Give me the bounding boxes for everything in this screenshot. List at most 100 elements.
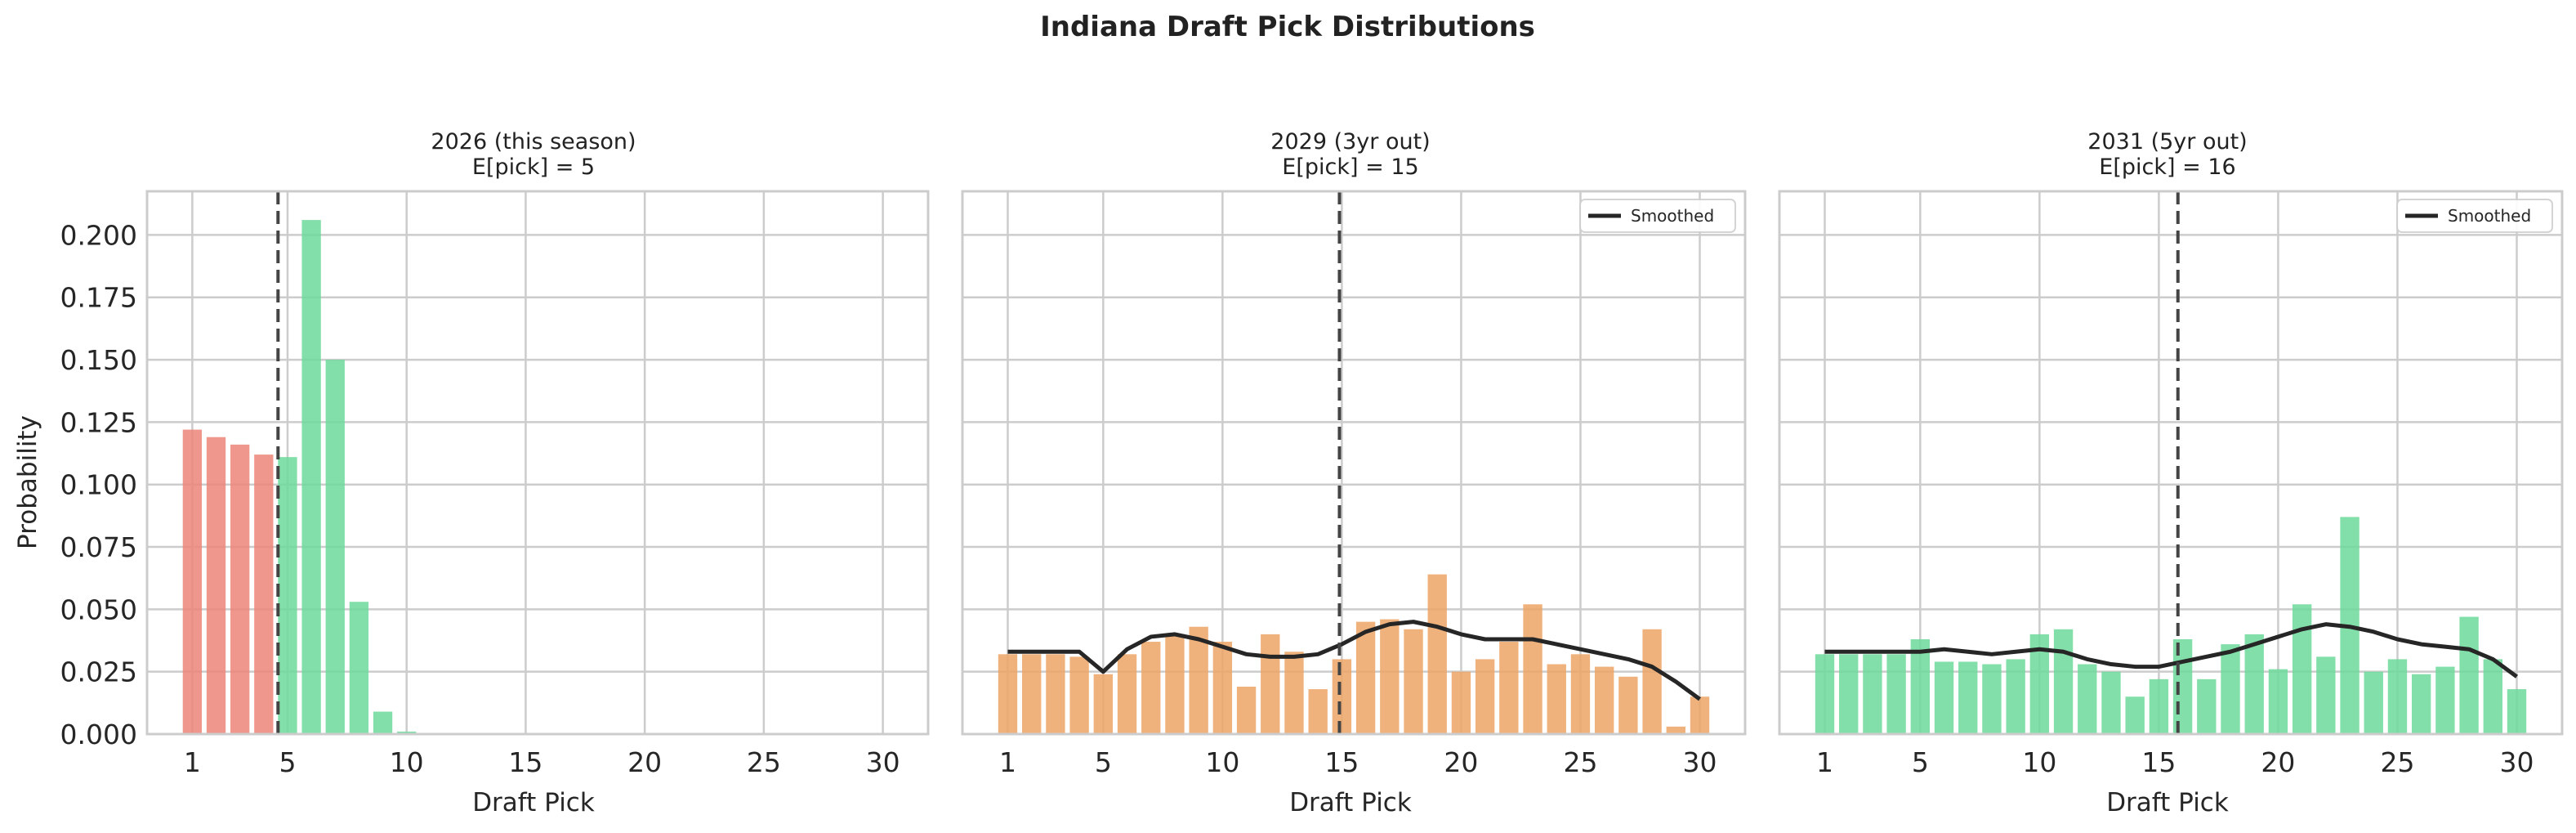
bar (2125, 696, 2145, 734)
x-tick-label: 25 (747, 746, 781, 778)
y-tick-label: 0.025 (60, 656, 137, 688)
bar (1690, 696, 1710, 734)
bar (1547, 664, 1566, 734)
bar (2221, 644, 2240, 734)
bar (1642, 629, 1662, 734)
x-tick-label: 1 (184, 746, 201, 778)
y-tick-label: 0.175 (60, 282, 137, 314)
x-tick-label: 25 (1563, 746, 1597, 778)
bar (1451, 671, 1471, 734)
bar (2435, 666, 2455, 734)
bar (2197, 678, 2217, 734)
bar (1236, 686, 1257, 734)
bar (1261, 634, 1280, 734)
bar (1308, 689, 1328, 734)
smoothed-line (1007, 620, 1701, 701)
bar (2244, 634, 2264, 734)
bar (301, 220, 321, 734)
y-tick-label: 0.150 (60, 344, 137, 376)
bar (998, 654, 1018, 734)
plot-area: 1 5 10 15 20 25 300.0000.0250.0500.0750.1000.1… (60, 190, 930, 778)
x-tick-label: 30 (2500, 746, 2534, 778)
bar (2006, 659, 2025, 734)
x-axis-label: Draft Pick (1289, 788, 1412, 817)
bar (325, 360, 345, 734)
bar (1594, 666, 1614, 734)
bar (254, 455, 274, 734)
bar (2316, 656, 2336, 734)
bar (1666, 726, 1685, 734)
x-tick-label: 1 (1816, 746, 1833, 778)
bar (1839, 654, 1859, 734)
bar (182, 429, 203, 734)
smoothed-line (1824, 622, 2518, 678)
bar (1093, 674, 1114, 734)
bar (1618, 676, 1638, 734)
x-tick-label: 5 (1095, 746, 1112, 778)
bar (1982, 664, 2002, 734)
bar (206, 437, 226, 734)
bar (1910, 638, 1931, 734)
x-tick-label: 10 (2022, 746, 2056, 778)
y-tick-label: 0.050 (60, 593, 137, 625)
bar (373, 711, 393, 734)
x-tick-label: 30 (866, 746, 900, 778)
figure-title: Indiana Draft Pick Distributions (1040, 11, 1535, 43)
x-tick-label: 1 (999, 746, 1016, 778)
bar (1475, 659, 1495, 734)
bar (1815, 654, 1835, 734)
panel-title: 2031 (5yr out) (2087, 129, 2247, 155)
bar (1117, 654, 1137, 734)
x-tick-label: 20 (627, 746, 662, 778)
panel-subtitle: E[pick] = 5 (472, 155, 595, 180)
x-axis-label: Draft Pick (472, 788, 595, 817)
y-tick-label: 0.100 (60, 469, 137, 501)
legend-label: Smoothed (1631, 206, 1714, 226)
bar (1046, 654, 1065, 734)
bar (2149, 678, 2169, 734)
legend: Smoothed (2396, 199, 2553, 233)
x-tick-label: 10 (390, 746, 424, 778)
axes-frame (1778, 190, 2564, 736)
panel-title: 2029 (3yr out) (1270, 129, 1430, 155)
bar (1404, 629, 1423, 734)
x-tick-label: 5 (279, 746, 296, 778)
x-axis-label: Draft Pick (2106, 788, 2229, 817)
bar (230, 444, 250, 734)
legend-box (1579, 199, 1736, 233)
y-axis-label: Probability (13, 415, 42, 549)
bar (1570, 654, 1591, 734)
bar (1934, 661, 1954, 734)
legend: Smoothed (1579, 199, 1736, 233)
x-tick-label: 20 (2261, 746, 2295, 778)
bar (1523, 604, 1542, 734)
bar (1212, 642, 1233, 734)
bar (2411, 674, 2431, 734)
bar (2483, 659, 2502, 734)
x-tick-label: 20 (1444, 746, 1478, 778)
bar (1189, 626, 1208, 734)
bar (1380, 619, 1400, 734)
bar (2268, 669, 2288, 734)
bar (278, 457, 297, 734)
bar (2507, 689, 2527, 734)
bar (1022, 654, 1042, 734)
panel-2031: 2031 (5yr out) E[pick] = 16 Draft Pick 1… (1778, 129, 2564, 817)
panel-subtitle: E[pick] = 15 (1282, 155, 1418, 180)
bar (1355, 621, 1376, 734)
bar (1332, 659, 1352, 734)
bar (1141, 642, 1161, 734)
bar (397, 731, 417, 734)
bar (1499, 642, 1519, 734)
x-tick-label: 10 (1205, 746, 1239, 778)
x-tick-label: 15 (1324, 746, 1359, 778)
y-tick-label: 0.075 (60, 531, 137, 563)
bar (1958, 661, 1978, 734)
bar (1069, 656, 1089, 734)
bar (1427, 574, 1447, 734)
bar (2029, 634, 2050, 734)
bar (2172, 638, 2193, 734)
